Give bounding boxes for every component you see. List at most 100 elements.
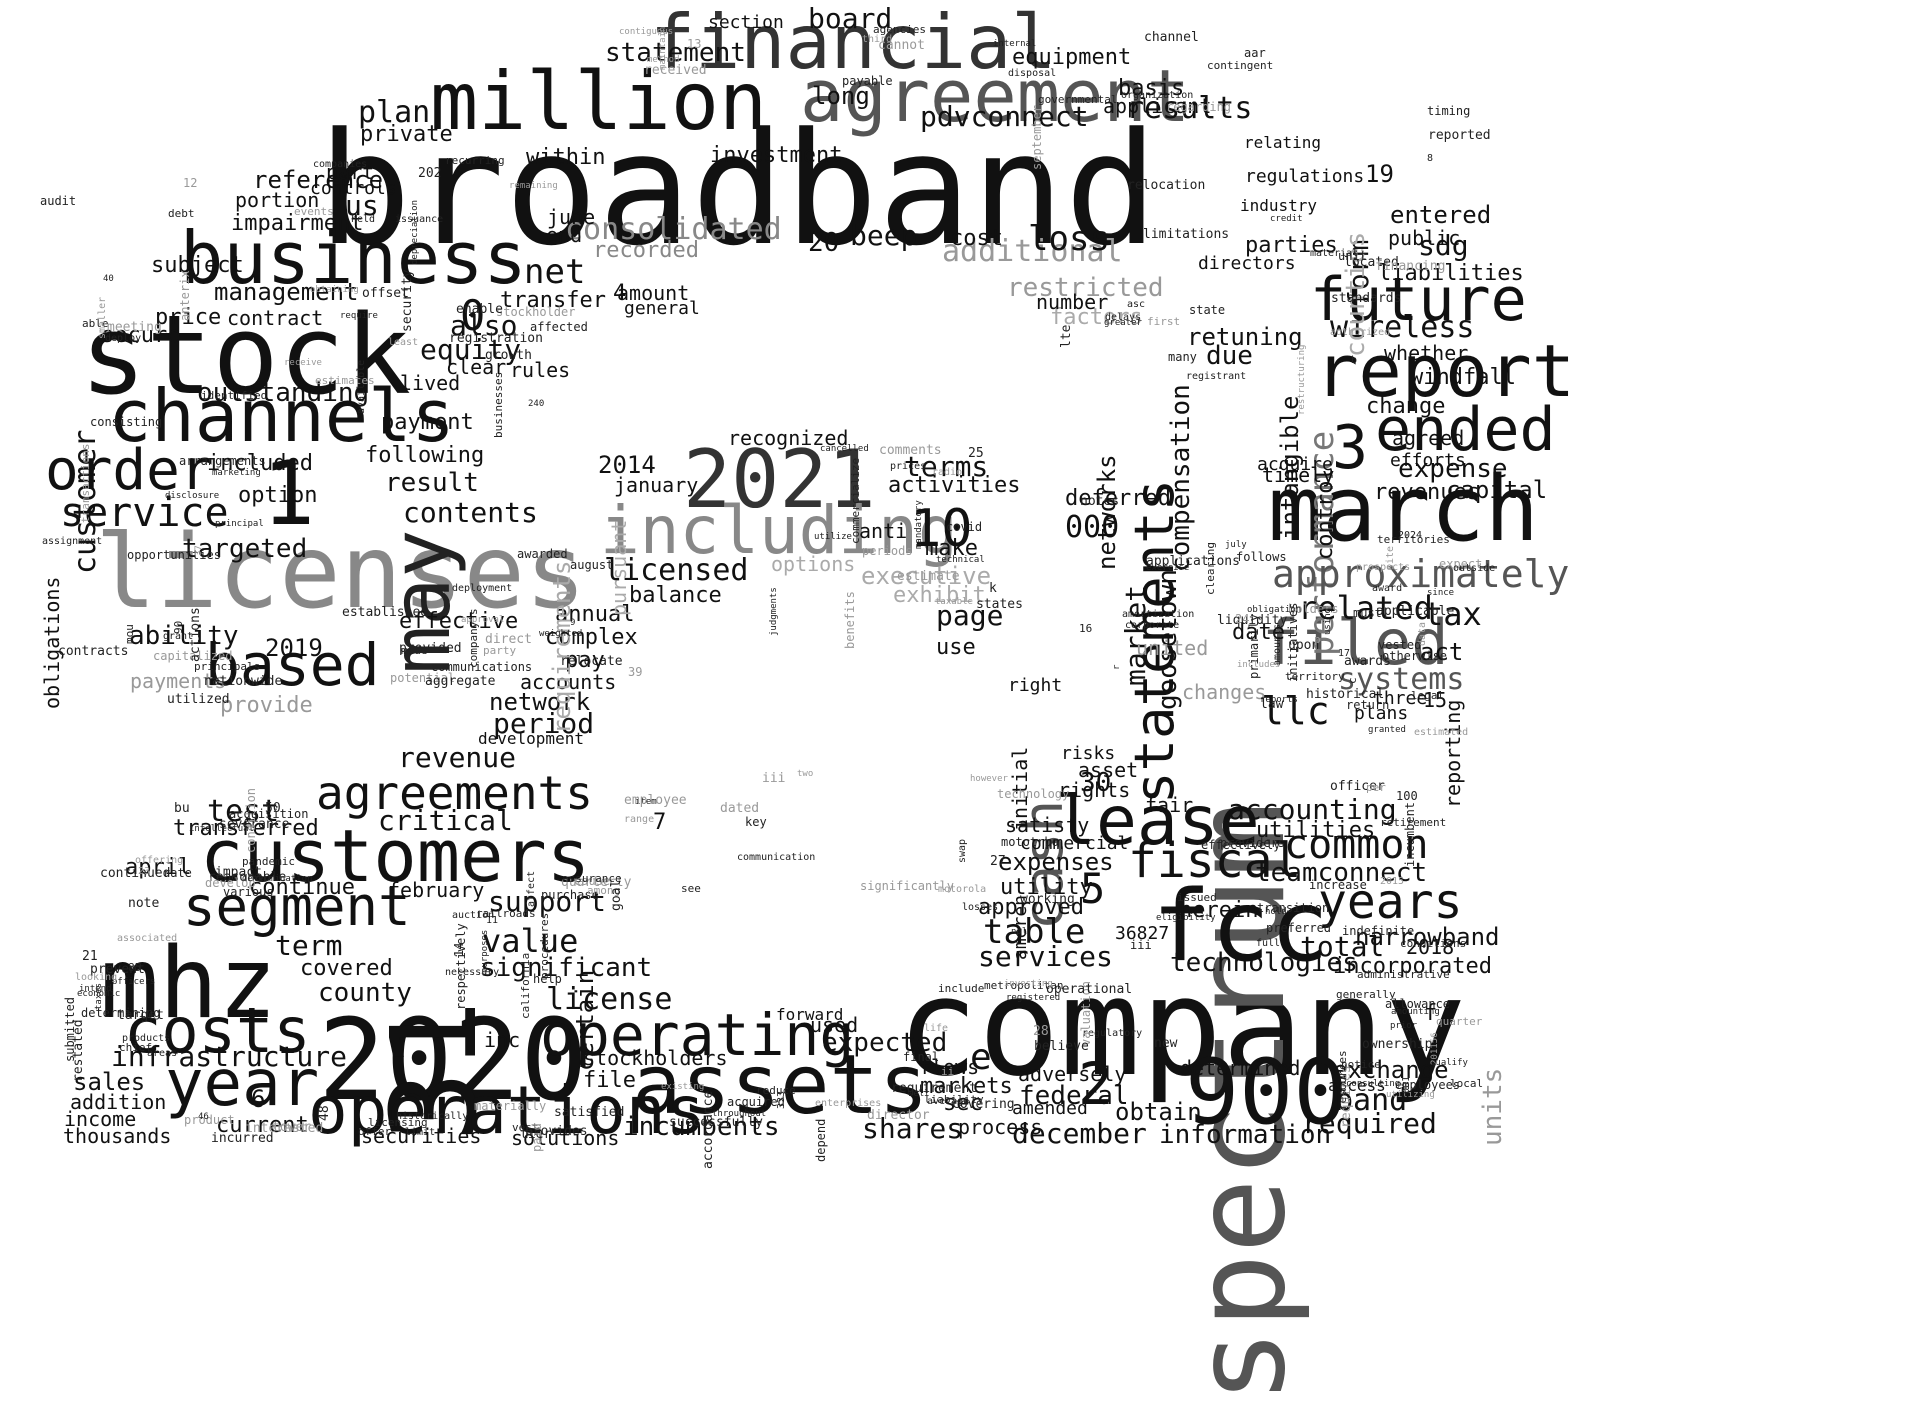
small-word: 2024 bbox=[1398, 530, 1423, 541]
small-word: approval bbox=[461, 615, 505, 625]
small-word: transactions bbox=[79, 443, 92, 524]
word-used: used bbox=[810, 1013, 859, 1037]
word-llc: llc bbox=[1261, 689, 1330, 733]
word-satisfy: satisfy bbox=[1005, 813, 1090, 837]
small-word: third bbox=[862, 34, 893, 45]
word-2014: 2014 bbox=[598, 451, 656, 479]
small-word: employee bbox=[624, 793, 687, 808]
small-word: awards bbox=[1344, 654, 1391, 669]
word-pdvconnect: pdvconnect bbox=[920, 100, 1089, 133]
word-portion: portion bbox=[235, 188, 320, 212]
small-word: products bbox=[122, 1033, 171, 1044]
word-restricted: restricted bbox=[1007, 273, 1164, 303]
word-band: band bbox=[1335, 1083, 1408, 1118]
word-regulations: regulations bbox=[1245, 166, 1365, 187]
small-word: lte bbox=[1059, 324, 1074, 349]
word-systems: systems bbox=[1338, 662, 1465, 697]
word-transfer: transfer bbox=[500, 288, 606, 313]
small-word: 12 bbox=[183, 176, 198, 190]
word-0: 0 bbox=[460, 291, 486, 340]
word-public: public bbox=[1388, 226, 1461, 250]
word-retuning: retuning bbox=[1187, 323, 1303, 351]
small-word: chief bbox=[119, 1041, 153, 1054]
small-word: notice bbox=[1341, 1058, 1381, 1071]
small-word: enable bbox=[456, 302, 503, 317]
small-word: incurred bbox=[211, 1131, 274, 1146]
small-word: quarterly bbox=[561, 875, 632, 890]
small-word: ii bbox=[941, 1065, 955, 1078]
word-revenue: revenue bbox=[398, 741, 517, 774]
small-word: r bbox=[1112, 664, 1122, 671]
word-support: support bbox=[488, 885, 607, 918]
word-compensation: compensation bbox=[1166, 384, 1196, 573]
small-word: b bbox=[1351, 355, 1358, 366]
word-federal: federal bbox=[1019, 1081, 1129, 1111]
word-long: long bbox=[812, 82, 870, 110]
small-word: registration bbox=[449, 331, 543, 346]
small-word: deploy bbox=[105, 333, 142, 344]
word-executive: executive bbox=[861, 562, 992, 590]
small-word: incumbent bbox=[1403, 801, 1417, 867]
small-word: life bbox=[924, 1023, 949, 1034]
word-2021: 2021 bbox=[683, 433, 876, 526]
word-basis: basis bbox=[1118, 76, 1185, 101]
small-word: opportunities bbox=[127, 548, 221, 562]
small-word: arrangements bbox=[179, 454, 266, 468]
word-applicant: applicant bbox=[1103, 94, 1212, 118]
small-word: transition bbox=[1257, 901, 1330, 915]
small-word: reasonable bbox=[208, 870, 287, 885]
small-word: debt bbox=[168, 207, 195, 220]
small-word: product bbox=[184, 1113, 235, 1127]
small-word: law bbox=[1260, 697, 1284, 712]
word-recognized: recognized bbox=[728, 426, 849, 450]
word-acquire: acquire bbox=[1257, 454, 1333, 475]
word-within: within bbox=[526, 145, 606, 170]
small-word: material bbox=[1310, 248, 1359, 259]
small-word: 11 bbox=[486, 915, 499, 926]
word-entered: entered bbox=[1390, 201, 1492, 229]
small-word: 201156 bbox=[1430, 1032, 1440, 1066]
small-word: meeting bbox=[107, 320, 162, 335]
small-word: judgments bbox=[769, 586, 779, 636]
word-county: county bbox=[318, 978, 412, 1008]
small-word: notes bbox=[1080, 494, 1120, 509]
small-word: areas bbox=[147, 1048, 178, 1059]
small-word: comments bbox=[879, 443, 942, 458]
small-word: see bbox=[681, 882, 701, 895]
word-subject: subject bbox=[151, 253, 244, 278]
word-amount: amount bbox=[617, 281, 690, 305]
small-word: 25 bbox=[968, 446, 984, 461]
small-word: determination bbox=[242, 874, 313, 884]
word-capital: capital bbox=[1446, 476, 1548, 504]
small-word: intend bbox=[79, 984, 112, 994]
word-continue: continue bbox=[249, 875, 355, 900]
word-tax: tax bbox=[1424, 595, 1482, 633]
small-word: aar bbox=[1244, 46, 1266, 60]
small-word: technical bbox=[936, 555, 985, 565]
word-filed: filed bbox=[1262, 606, 1449, 679]
small-word: corporate bbox=[1125, 620, 1180, 631]
word-2020: 2020 bbox=[318, 996, 588, 1126]
word-10: 10 bbox=[910, 499, 973, 559]
word-segment: segment bbox=[183, 875, 411, 938]
word-us: us bbox=[345, 189, 379, 222]
word-payments: payments bbox=[130, 669, 227, 693]
small-word: 14 bbox=[452, 942, 466, 958]
word-fiscal: fiscal bbox=[1128, 833, 1302, 889]
small-word: relocation bbox=[1127, 178, 1206, 193]
small-word: 48 bbox=[317, 1104, 332, 1121]
word-private: private bbox=[360, 122, 453, 147]
small-word: consulting bbox=[1346, 1079, 1401, 1089]
small-word: contingent bbox=[1207, 59, 1274, 72]
small-word: september bbox=[1030, 104, 1044, 170]
small-word: consisting bbox=[90, 415, 163, 429]
small-word: liquidity bbox=[1217, 613, 1288, 628]
word-incumbents: incumbents bbox=[623, 1112, 780, 1142]
word-reference: reference bbox=[253, 166, 384, 194]
small-word: 333 bbox=[776, 1090, 787, 1109]
word-plans: plans bbox=[1354, 703, 1409, 724]
small-word: 23 bbox=[138, 866, 151, 877]
small-word: authorized bbox=[1330, 327, 1391, 338]
small-word: key bbox=[745, 815, 767, 829]
word-costs: costs bbox=[124, 994, 311, 1067]
